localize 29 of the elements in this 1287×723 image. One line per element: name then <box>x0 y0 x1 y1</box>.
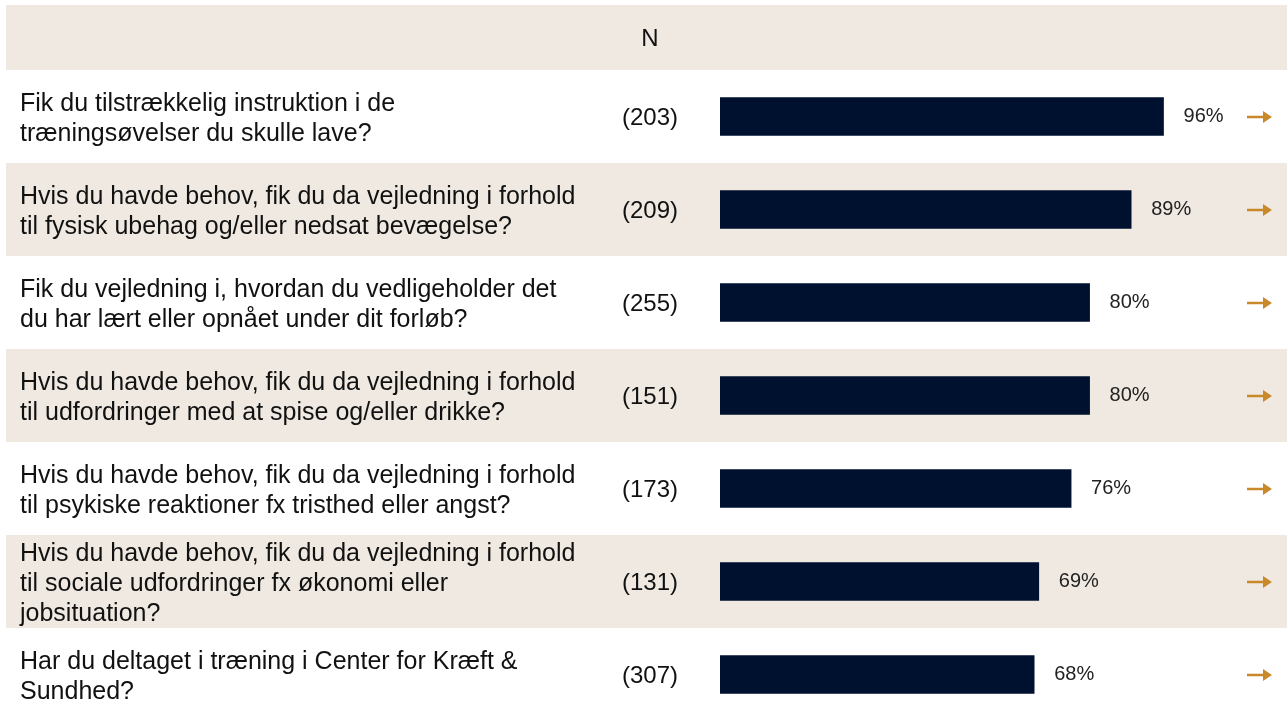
text: (203) <box>621 101 679 132</box>
data-label: 76% <box>1091 476 1132 499</box>
bar <box>720 562 1040 601</box>
y-tick-label: Fik du tilstrækkelig instruktion i de træningsøvelser du skulle lave? <box>20 86 397 147</box>
y-tick-label: Hvis du havde behov, fik du da vejledning i forhold til sociale udfordringer fx økonomi eller jobsituation? <box>20 536 577 627</box>
text: (255) <box>621 287 679 318</box>
y-tick-label: Hvis du havde behov, fik du da vejledning i forhold til fysisk ubehag og/eller nedsat bevægelse? <box>20 179 577 240</box>
data-label: 68% <box>1054 662 1095 685</box>
text: (307) <box>621 659 679 690</box>
data-label: 69% <box>1058 569 1100 592</box>
bar <box>720 283 1090 322</box>
text: (173) <box>621 473 679 504</box>
text: (151) <box>621 380 679 411</box>
bar <box>720 469 1072 508</box>
text: (131) <box>621 566 679 597</box>
y-tick-label: Hvis du havde behov, fik du da vejledning i forhold til udfordringer med at spise og/eller drikke? <box>20 365 577 426</box>
bar <box>720 376 1090 415</box>
bar <box>720 97 1164 136</box>
y-tick-label: Hvis du havde behov, fik du da vejledning i forhold til psykiske reaktioner fx tristhed eller angst? <box>20 458 577 519</box>
bar <box>720 655 1035 694</box>
y-tick-label: Har du deltaget i træning i Center for Kræft & Sundhed? <box>20 644 519 705</box>
y-tick-label: Fik du vejledning i, hvordan du vedligeholder det du har lært eller opnået under dit forløb? <box>20 272 558 333</box>
text: (209) <box>621 194 679 225</box>
bar <box>720 190 1132 229</box>
data-label: 80% <box>1109 383 1150 406</box>
data-label: 96% <box>1183 104 1224 127</box>
data-label: 80% <box>1109 290 1150 313</box>
text: N <box>640 22 660 53</box>
data-label: 89% <box>1151 197 1192 220</box>
